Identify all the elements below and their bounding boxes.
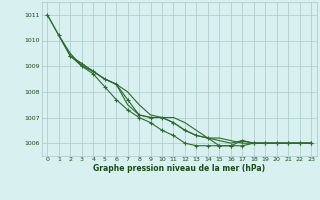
X-axis label: Graphe pression niveau de la mer (hPa): Graphe pression niveau de la mer (hPa) xyxy=(93,164,265,173)
